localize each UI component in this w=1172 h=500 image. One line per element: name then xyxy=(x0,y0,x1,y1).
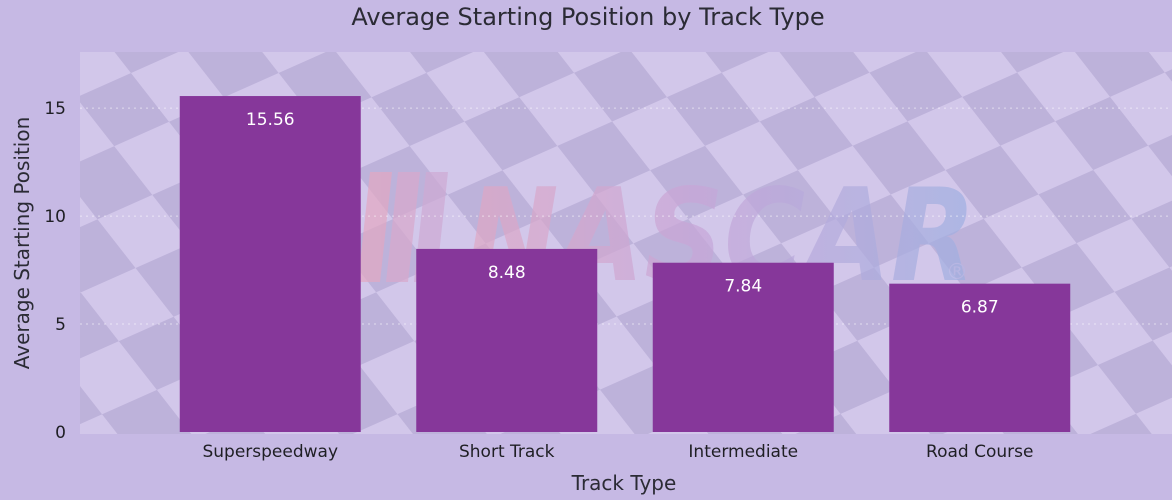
y-axis-ticks: 0 5 10 15 xyxy=(44,99,66,443)
data-label: 15.56 xyxy=(246,110,295,130)
data-label: 8.48 xyxy=(488,263,526,283)
y-tick-label: 15 xyxy=(44,99,66,119)
x-tick-label: Road Course xyxy=(926,442,1033,462)
data-labels: 15.56 8.48 7.84 6.87 xyxy=(246,110,999,318)
bar-intermediate[interactable] xyxy=(652,262,834,432)
x-tick-label: Intermediate xyxy=(688,442,798,462)
chart-title: Average Starting Position by Track Type xyxy=(351,3,824,31)
x-tick-label: Short Track xyxy=(459,442,555,462)
bars xyxy=(179,96,1071,432)
x-tick-label: Superspeedway xyxy=(202,442,338,462)
y-axis-label: Average Starting Position xyxy=(10,117,34,370)
y-tick-label: 0 xyxy=(55,423,66,443)
watermark-registered-mark: ® xyxy=(946,260,968,285)
x-axis-label: Track Type xyxy=(571,471,677,495)
y-tick-label: 10 xyxy=(44,207,66,227)
y-tick-label: 5 xyxy=(55,315,66,335)
x-axis-ticks: Superspeedway Short Track Intermediate Road… xyxy=(202,442,1033,462)
data-label: 6.87 xyxy=(961,298,999,318)
bar-short-track[interactable] xyxy=(416,248,598,432)
bar-road-course[interactable] xyxy=(889,283,1071,432)
data-label: 7.84 xyxy=(724,277,762,297)
bar-superspeedway[interactable] xyxy=(179,96,361,432)
